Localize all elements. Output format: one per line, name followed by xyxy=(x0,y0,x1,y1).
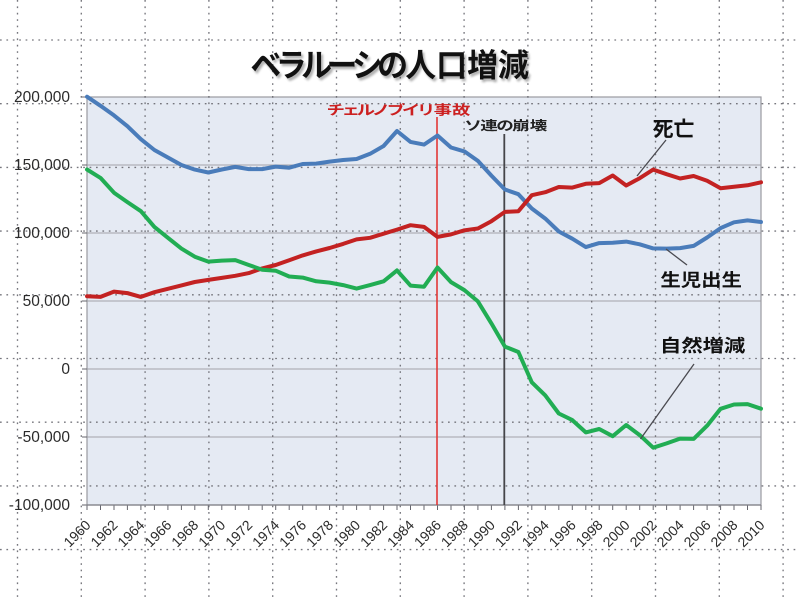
svg-text:-100,000: -100,000 xyxy=(9,497,71,514)
svg-text:50,000: 50,000 xyxy=(23,293,71,310)
svg-text:100,000: 100,000 xyxy=(14,225,70,242)
svg-text:-50,000: -50,000 xyxy=(17,429,70,446)
svg-text:200,000: 200,000 xyxy=(14,89,70,106)
svg-text:0: 0 xyxy=(61,361,70,378)
svg-text:150,000: 150,000 xyxy=(14,157,70,174)
